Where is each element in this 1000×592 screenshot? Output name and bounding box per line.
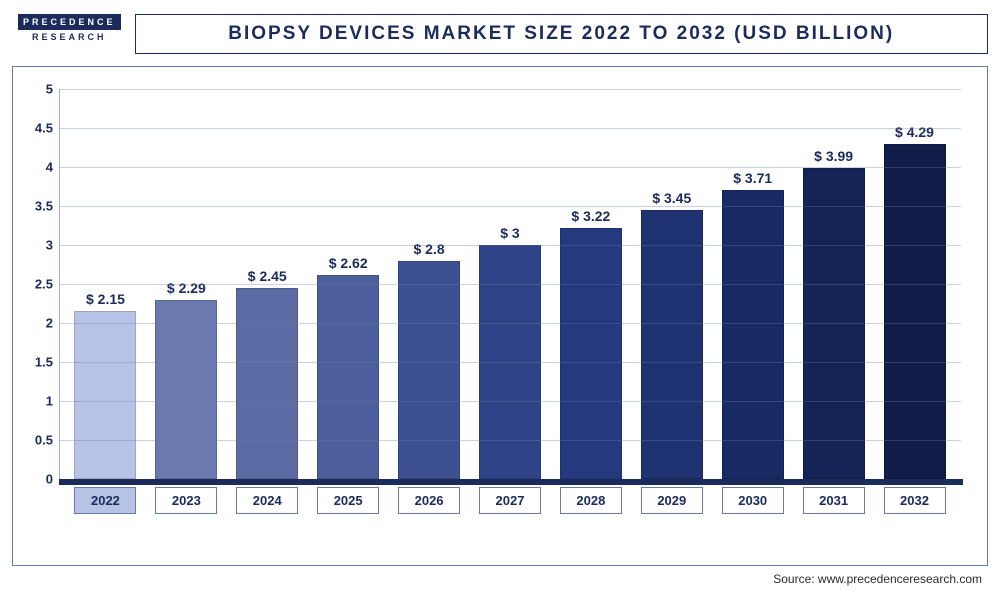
bar-value-label: $ 3.71 <box>733 170 772 186</box>
x-item: 2024 <box>228 487 306 514</box>
x-tick-label: 2030 <box>722 487 784 514</box>
logo-top: PRECEDENCE <box>18 14 121 30</box>
brand-logo: PRECEDENCE RESEARCH <box>18 14 121 42</box>
y-tick-label: 4.5 <box>21 121 53 136</box>
y-tick-label: 2.5 <box>21 277 53 292</box>
chart-container: PRECEDENCE RESEARCH BIOPSY DEVICES MARKE… <box>0 0 1000 592</box>
y-tick-label: 3.5 <box>21 199 53 214</box>
bar-value-label: $ 4.29 <box>895 124 934 140</box>
x-item: 2023 <box>147 487 225 514</box>
bar-value-label: $ 3.45 <box>652 190 691 206</box>
y-tick-label: 0 <box>21 472 53 487</box>
x-tick-label: 2022 <box>74 487 136 514</box>
bar <box>155 300 217 479</box>
bar-value-label: $ 2.8 <box>414 241 445 257</box>
grid-line <box>59 401 961 402</box>
x-item: 2022 <box>66 487 144 514</box>
x-item: 2032 <box>876 487 954 514</box>
bar-value-label: $ 2.29 <box>167 280 206 296</box>
bar-wrap: $ 3.99 <box>795 148 873 479</box>
grid-line <box>59 323 961 324</box>
x-item: 2030 <box>714 487 792 514</box>
bar-wrap: $ 3.22 <box>552 208 630 479</box>
x-item: 2028 <box>552 487 630 514</box>
chart-area: $ 2.15 $ 2.29 $ 2.45 $ 2.62 $ 2.8 $ 3 $ 3.22 $ … <box>12 66 988 566</box>
grid-line <box>59 167 961 168</box>
bar-wrap: $ 4.29 <box>876 124 954 479</box>
header-row: PRECEDENCE RESEARCH BIOPSY DEVICES MARKE… <box>12 8 988 66</box>
x-item: 2026 <box>390 487 468 514</box>
bar-value-label: $ 3.22 <box>571 208 610 224</box>
y-tick-label: 0.5 <box>21 433 53 448</box>
bar-wrap: $ 2.15 <box>66 291 144 479</box>
grid-line <box>59 284 961 285</box>
y-tick-label: 2 <box>21 316 53 331</box>
bar-wrap: $ 2.29 <box>147 280 225 479</box>
x-item: 2025 <box>309 487 387 514</box>
logo-bottom: RESEARCH <box>18 32 121 42</box>
source-text: Source: www.precedenceresearch.com <box>12 566 988 588</box>
bar-wrap: $ 2.45 <box>228 268 306 479</box>
bar <box>722 190 784 479</box>
bar <box>398 261 460 479</box>
x-tick-label: 2023 <box>155 487 217 514</box>
grid-line <box>59 128 961 129</box>
grid-line <box>59 479 961 480</box>
x-tick-label: 2032 <box>884 487 946 514</box>
bar-value-label: $ 2.15 <box>86 291 125 307</box>
grid-line <box>59 362 961 363</box>
x-tick-label: 2029 <box>641 487 703 514</box>
x-item: 2031 <box>795 487 873 514</box>
x-tick-label: 2028 <box>560 487 622 514</box>
x-tick-label: 2024 <box>236 487 298 514</box>
bar-wrap: $ 3.45 <box>633 190 711 479</box>
bar-wrap: $ 2.62 <box>309 255 387 479</box>
bar <box>884 144 946 479</box>
bar-value-label: $ 2.45 <box>248 268 287 284</box>
x-tick-label: 2031 <box>803 487 865 514</box>
x-tick-label: 2026 <box>398 487 460 514</box>
bar-value-label: $ 2.62 <box>329 255 368 271</box>
y-tick-label: 1 <box>21 394 53 409</box>
chart-title: BIOPSY DEVICES MARKET SIZE 2022 TO 2032 … <box>135 14 988 54</box>
bar <box>641 210 703 479</box>
bar <box>560 228 622 479</box>
y-tick-label: 4 <box>21 160 53 175</box>
bar <box>74 311 136 479</box>
grid-line <box>59 245 961 246</box>
x-item: 2027 <box>471 487 549 514</box>
y-tick-label: 3 <box>21 238 53 253</box>
grid-line <box>59 440 961 441</box>
x-item: 2029 <box>633 487 711 514</box>
x-tick-label: 2027 <box>479 487 541 514</box>
y-tick-label: 5 <box>21 82 53 97</box>
bar-value-label: $ 3 <box>500 225 519 241</box>
bar-wrap: $ 3.71 <box>714 170 792 479</box>
x-tick-label: 2025 <box>317 487 379 514</box>
grid-line <box>59 89 961 90</box>
bar <box>317 275 379 479</box>
bar-value-label: $ 3.99 <box>814 148 853 164</box>
y-tick-label: 1.5 <box>21 355 53 370</box>
bar-wrap: $ 2.8 <box>390 241 468 479</box>
plot: $ 2.15 $ 2.29 $ 2.45 $ 2.62 $ 2.8 $ 3 $ 3.22 $ … <box>59 89 961 479</box>
grid-line <box>59 206 961 207</box>
bar <box>236 288 298 479</box>
